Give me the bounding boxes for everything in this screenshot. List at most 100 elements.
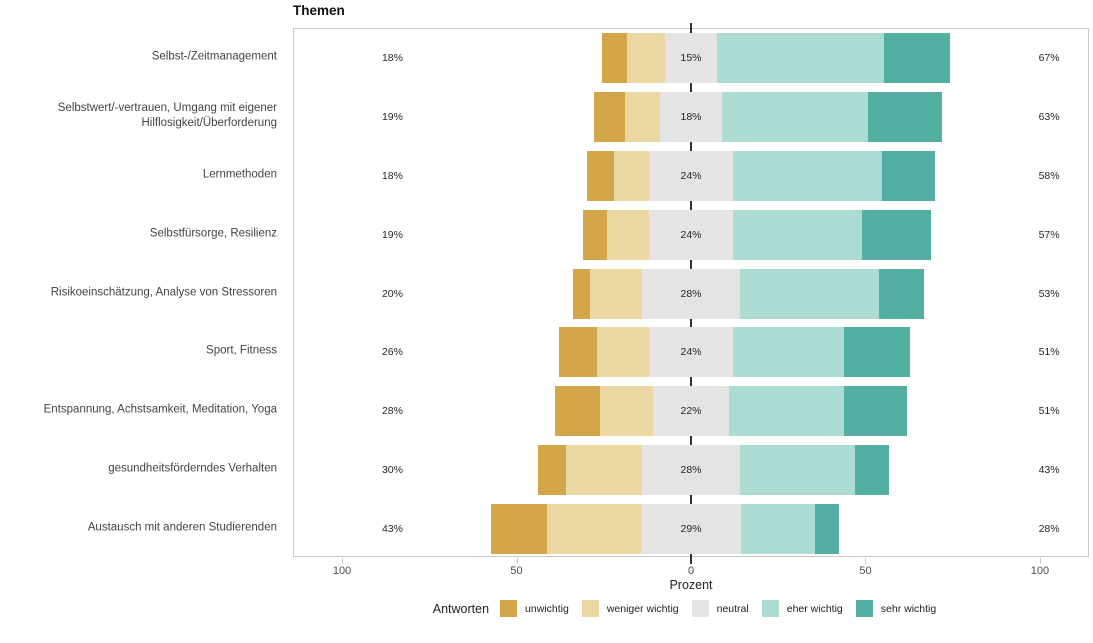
x-axis-tick bbox=[516, 558, 518, 564]
bar-segment-eher-wichtig bbox=[732, 209, 862, 260]
legend-item: sehr wichtig bbox=[855, 600, 949, 617]
category-label: gesundheitsförderndes Verhalten bbox=[108, 462, 277, 475]
legend-label: weniger wichtig bbox=[606, 602, 679, 615]
percent-label-neutral: 24% bbox=[680, 346, 702, 359]
bar-segment-neutral bbox=[664, 33, 718, 84]
bar-segment-neutral bbox=[659, 92, 723, 143]
bar-segment-sehr-wichtig bbox=[844, 386, 907, 437]
percent-label-high: 28% bbox=[1038, 522, 1060, 535]
percent-label-low: 43% bbox=[381, 522, 403, 535]
bar-segment-eher-wichtig bbox=[722, 92, 869, 143]
percent-label-high: 57% bbox=[1038, 228, 1060, 241]
bar-segment-sehr-wichtig bbox=[878, 268, 925, 319]
legend-label: unwichtig bbox=[525, 602, 569, 615]
bar-segment-neutral bbox=[649, 327, 733, 378]
bar-segment-sehr-wichtig bbox=[884, 33, 951, 84]
bar-segment-eher-wichtig bbox=[741, 503, 815, 554]
bar-segment-weniger-wichtig bbox=[626, 33, 665, 84]
legend-title: Antworten bbox=[432, 601, 490, 616]
percent-label-low: 28% bbox=[381, 405, 403, 418]
bar-segment-unwichtig bbox=[558, 327, 597, 378]
bar-segment-weniger-wichtig bbox=[624, 92, 660, 143]
bar-row bbox=[558, 327, 911, 378]
bar-segment-weniger-wichtig bbox=[546, 503, 641, 554]
percent-label-low: 18% bbox=[381, 52, 403, 65]
bar-segment-neutral bbox=[640, 503, 742, 554]
bar-segment-unwichtig bbox=[555, 386, 601, 437]
percent-label-neutral: 29% bbox=[680, 522, 702, 535]
category-label: Austausch mit anderen Studierenden bbox=[87, 521, 277, 534]
bar-segment-sehr-wichtig bbox=[814, 503, 839, 554]
bar-segment-weniger-wichtig bbox=[597, 327, 650, 378]
bar-segment-unwichtig bbox=[602, 33, 627, 84]
bar-segment-unwichtig bbox=[593, 92, 625, 143]
percent-label-neutral: 24% bbox=[680, 169, 702, 182]
percent-label-low: 19% bbox=[381, 111, 403, 124]
percent-label-high: 53% bbox=[1038, 287, 1060, 300]
x-axis-title: Prozent bbox=[669, 578, 713, 592]
category-label: Selbstfürsorge, Resilienz bbox=[149, 227, 277, 240]
percent-label-high: 63% bbox=[1038, 111, 1060, 124]
bar-segment-sehr-wichtig bbox=[854, 444, 890, 495]
percent-label-neutral: 18% bbox=[680, 111, 702, 124]
bar-segment-weniger-wichtig bbox=[614, 150, 650, 201]
legend-swatch-icon bbox=[855, 600, 873, 617]
bar-row bbox=[593, 92, 942, 143]
percent-label-high: 67% bbox=[1038, 52, 1060, 65]
bar-segment-neutral bbox=[652, 386, 730, 437]
legend-swatch-icon bbox=[500, 600, 518, 617]
category-label: Entspannung, Achstsamkeit, Meditation, Y… bbox=[43, 403, 277, 416]
chart-title: Themen bbox=[293, 3, 345, 18]
percent-label-high: 43% bbox=[1038, 463, 1060, 476]
legend-swatch-icon bbox=[691, 600, 709, 617]
x-axis-tick-label: 50 bbox=[510, 565, 523, 577]
bar-row bbox=[572, 268, 925, 319]
bar-segment-eher-wichtig bbox=[729, 386, 845, 437]
legend-item: neutral bbox=[691, 600, 762, 617]
legend-swatch-icon bbox=[761, 600, 779, 617]
bar-segment-weniger-wichtig bbox=[565, 444, 643, 495]
x-axis-tick-label: 100 bbox=[1030, 565, 1050, 577]
bar-segment-eher-wichtig bbox=[732, 327, 845, 378]
legend-label: eher wichtig bbox=[786, 602, 843, 615]
bar-segment-eher-wichtig bbox=[739, 268, 879, 319]
percent-label-neutral: 24% bbox=[680, 228, 702, 241]
category-label: Selbst-/Zeitmanagement bbox=[151, 50, 277, 63]
category-axis: Selbst-/Zeitmanagement Selbstwert/-vertra… bbox=[0, 28, 285, 557]
bar-segment-unwichtig bbox=[490, 503, 547, 554]
legend-label: sehr wichtig bbox=[880, 602, 937, 615]
percent-label-neutral: 28% bbox=[680, 287, 702, 300]
legend: Antworten unwichtig weniger wichtig neutra… bbox=[293, 600, 1089, 617]
x-axis-tick-label: 50 bbox=[859, 565, 872, 577]
bar-segment-weniger-wichtig bbox=[600, 386, 653, 437]
bar-segment-sehr-wichtig bbox=[844, 327, 911, 378]
percent-label-low: 20% bbox=[381, 287, 403, 300]
bar-segment-weniger-wichtig bbox=[607, 209, 650, 260]
bar-segment-eher-wichtig bbox=[717, 33, 885, 84]
percent-label-low: 26% bbox=[381, 346, 403, 359]
bar-segment-weniger-wichtig bbox=[590, 268, 643, 319]
percent-label-high: 51% bbox=[1038, 346, 1060, 359]
bar-row bbox=[537, 444, 890, 495]
percent-label-low: 18% bbox=[381, 169, 403, 182]
percent-label-neutral: 22% bbox=[680, 405, 702, 418]
x-axis-tick bbox=[865, 558, 867, 564]
x-axis-tick bbox=[342, 558, 344, 564]
bar-segment-unwichtig bbox=[572, 268, 591, 319]
bar-segment-neutral bbox=[649, 150, 733, 201]
legend-item: weniger wichtig bbox=[581, 600, 692, 617]
bar-segment-neutral bbox=[649, 209, 733, 260]
x-axis-tick-label: 0 bbox=[687, 565, 695, 577]
percent-label-high: 58% bbox=[1038, 169, 1060, 182]
category-label: Lernmethoden bbox=[202, 168, 277, 181]
legend-label: neutral bbox=[716, 602, 749, 615]
bar-row bbox=[586, 150, 935, 201]
category-label: Sport, Fitness bbox=[206, 344, 277, 357]
percent-label-high: 51% bbox=[1038, 405, 1060, 418]
percent-label-low: 19% bbox=[381, 228, 403, 241]
bar-row bbox=[583, 209, 932, 260]
bar-segment-unwichtig bbox=[537, 444, 566, 495]
x-axis-tick bbox=[1039, 558, 1041, 564]
bar-segment-unwichtig bbox=[583, 209, 608, 260]
percent-label-neutral: 28% bbox=[680, 463, 702, 476]
